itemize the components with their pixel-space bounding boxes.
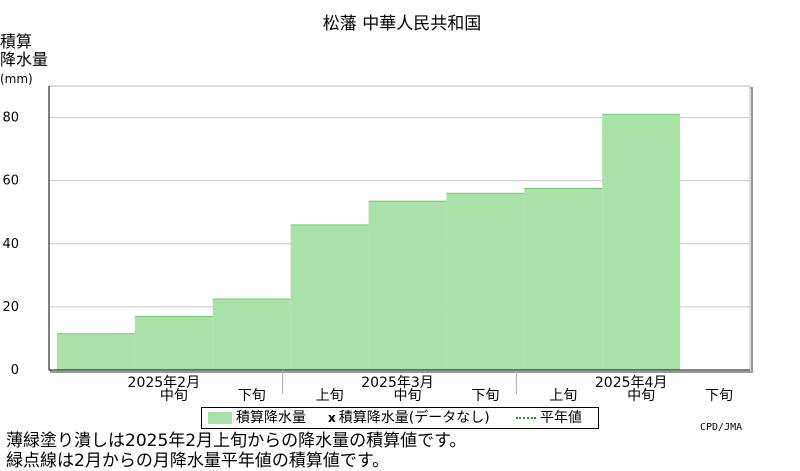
bar	[212, 299, 291, 370]
x-tick-label: 下旬	[471, 388, 499, 404]
x-tick-label: 下旬	[705, 388, 733, 404]
chart-title: 松藩 中華人民共和国	[323, 14, 481, 34]
y-tick-label: 60	[2, 174, 19, 189]
legend-swatch-accumulated	[208, 412, 232, 424]
bar	[524, 188, 603, 370]
y-tick-label: 40	[2, 237, 19, 252]
bar	[134, 316, 213, 370]
x-month-label: 2025年3月	[361, 375, 434, 391]
y-axis-label-line: 降水量	[0, 50, 48, 69]
legend-label-no-data: 積算降水量(データなし)	[338, 410, 490, 426]
precipitation-chart: 松藩 中華人民共和国 積算降水量 (mm) 0 20 40 60 80 中旬 下旬 上旬 中旬 下旬…	[0, 14, 753, 404]
x-month-label: 2025年2月	[128, 375, 201, 391]
legend-label-accumulated: 積算降水量	[236, 410, 306, 426]
y-tick-label: 0	[11, 363, 19, 378]
bar	[602, 114, 681, 371]
bar	[368, 201, 447, 370]
x-tick-label: 中旬	[394, 388, 422, 404]
x-tick-label: 下旬	[238, 388, 266, 404]
x-tick-label: 上旬	[549, 388, 577, 404]
note-line-2: 緑点線は2月からの月降水量平年値の積算値です。	[6, 451, 390, 471]
x-tick-label: 中旬	[627, 388, 655, 404]
plot-area: 0 20 40 60 80 中旬 下旬 上旬 中旬 下旬 上旬 中旬 下旬 2025年2月 2025年3月 2…	[2, 85, 753, 404]
legend-item-normal: 平年値	[516, 408, 582, 428]
y-tick-label: 20	[2, 300, 19, 315]
y-tick-label: 80	[2, 111, 19, 126]
y-axis-label: 積算降水量 (mm)	[0, 32, 48, 86]
bar	[446, 193, 525, 370]
legend-dash-normal	[516, 417, 536, 419]
y-axis-label-line: (mm)	[0, 72, 33, 86]
legend: 積算降水量 x 積算降水量(データなし) 平年値	[201, 407, 599, 429]
legend-mark-no-data: x	[328, 411, 336, 425]
note-line-1: 薄緑塗り潰しは2025年2月上旬からの降水量の積算値です。	[6, 431, 467, 451]
x-tick-label: 中旬	[160, 388, 188, 404]
y-axis-label-line: 積算	[0, 32, 32, 51]
bar	[290, 224, 369, 370]
legend-item-accumulated: 積算降水量	[208, 408, 306, 428]
legend-label-normal: 平年値	[540, 410, 582, 426]
legend-item-no-data: x 積算降水量(データなし)	[328, 408, 490, 428]
credit-label: CPD/JMA	[700, 422, 743, 433]
x-tick-label: 上旬	[316, 388, 344, 404]
bar	[57, 333, 135, 370]
x-month-label: 2025年4月	[595, 375, 668, 391]
